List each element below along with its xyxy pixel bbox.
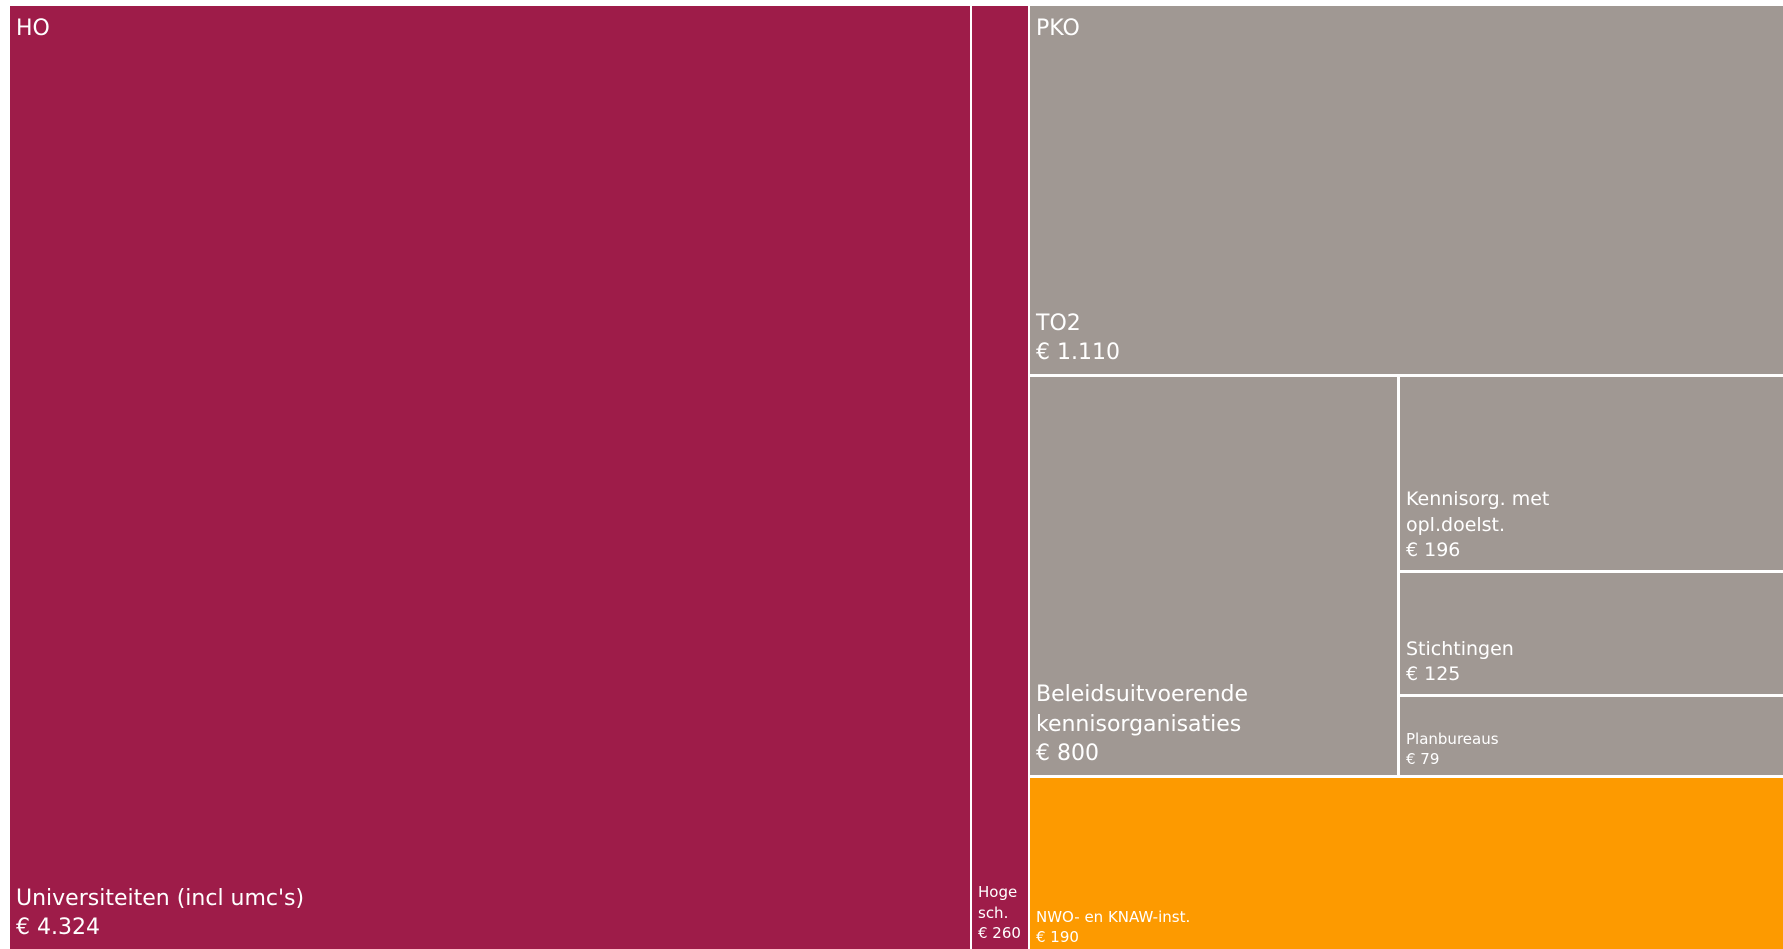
tile-name-line: Planbureaus (1406, 729, 1499, 748)
tile-label: Stichtingen € 125 (1406, 637, 1514, 688)
treemap-tile: Planbureaus € 79 (1400, 697, 1783, 775)
tile-name-line: Hoge (978, 883, 1018, 902)
tile-value: € 1.110 (1036, 340, 1120, 366)
tile-value: € 196 (1406, 539, 1461, 562)
tile-name-line: Universiteiten (incl umc's) (16, 885, 305, 911)
treemap-tile: Universiteiten (incl umc's) € 4.324 (10, 6, 970, 949)
tile-value: € 79 (1406, 749, 1440, 768)
tile-label: Hoge sch. € 260 (978, 882, 1021, 943)
tile-label: Universiteiten (incl umc's) € 4.324 (16, 884, 304, 943)
treemap-tile: NWO- en KNAW-inst. € 190 (1030, 778, 1783, 949)
tile-label: Planbureaus € 79 (1406, 729, 1499, 770)
tile-label: Kennisorg. met opl.doelst. € 196 (1406, 487, 1549, 564)
tile-name-line: Kennisorg. met (1406, 488, 1550, 511)
tile-name-line: Beleidsuitvoerende (1036, 681, 1249, 707)
tile-name-line: NWO- en KNAW-inst. (1036, 907, 1191, 926)
tile-name-line: kennisorganisaties (1036, 711, 1242, 737)
tile-name-line: TO2 (1036, 310, 1081, 336)
treemap-tile: Hoge sch. € 260 (972, 6, 1028, 949)
tile-name-line: sch. (978, 903, 1009, 922)
tile-label: Beleidsuitvoerende kennisorganisaties € 80… (1036, 680, 1248, 769)
tile-label: TO2 € 1.110 (1036, 309, 1120, 368)
group-label: HO (16, 16, 50, 41)
treemap-tile: TO2 € 1.110 (1030, 6, 1783, 374)
treemap-tile: Stichtingen € 125 (1400, 573, 1783, 694)
tile-name-line: opl.doelst. (1406, 513, 1506, 536)
tile-value: € 125 (1406, 663, 1461, 686)
tile-label: NWO- en KNAW-inst. € 190 (1036, 907, 1190, 948)
tile-value: € 260 (978, 923, 1021, 942)
treemap-tile: Beleidsuitvoerende kennisorganisaties € 80… (1030, 377, 1397, 775)
tile-value: € 4.324 (16, 915, 100, 941)
tile-name-line: Stichtingen (1406, 637, 1514, 660)
tile-value: € 190 (1036, 927, 1079, 946)
tile-value: € 800 (1036, 741, 1099, 767)
treemap-tile: Kennisorg. met opl.doelst. € 196 (1400, 377, 1783, 570)
group-label: PKO (1036, 16, 1080, 41)
